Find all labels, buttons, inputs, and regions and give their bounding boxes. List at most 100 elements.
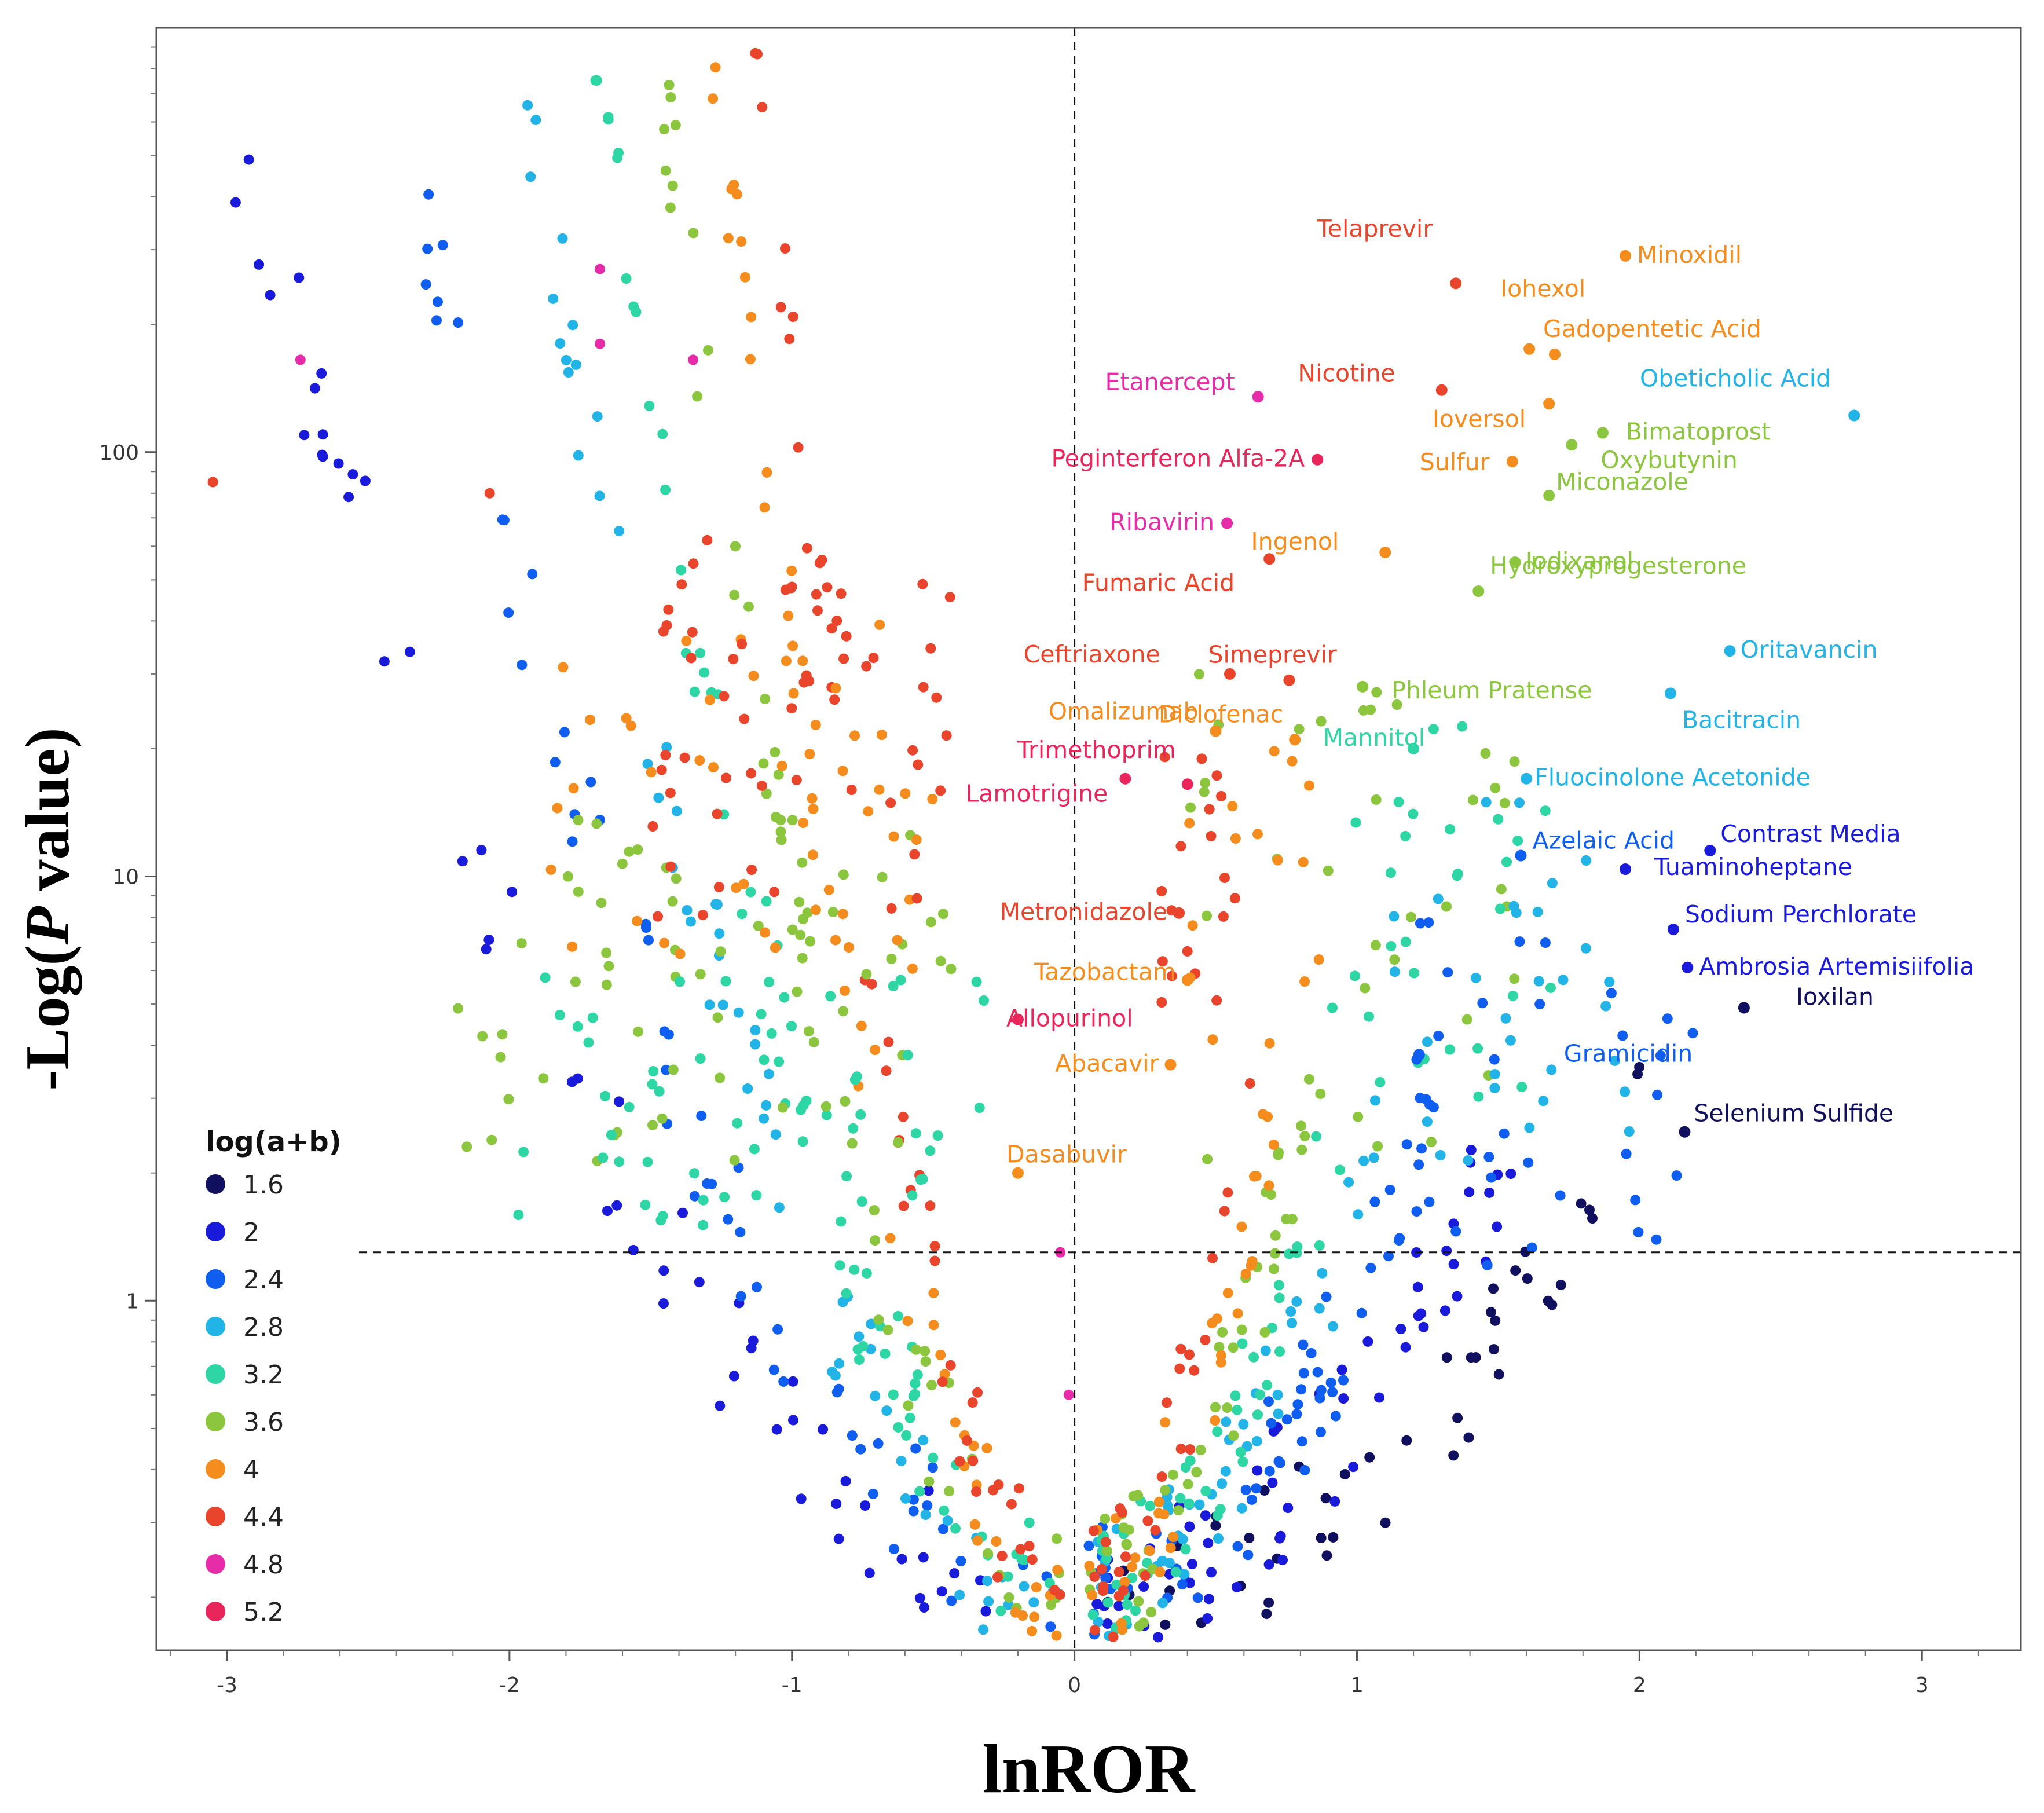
- data-point: [1263, 1597, 1274, 1608]
- data-point: [1277, 1555, 1288, 1566]
- data-point: [858, 1341, 869, 1351]
- data-point: [1140, 1570, 1151, 1581]
- data-point: [1580, 943, 1591, 954]
- point-label: Abacavir: [1055, 1050, 1159, 1078]
- data-point: [598, 1152, 609, 1163]
- data-point: [904, 1412, 915, 1423]
- x-tick-label: 2: [1633, 1673, 1646, 1697]
- data-point: [1296, 1436, 1307, 1447]
- data-point: [676, 579, 687, 590]
- data-point: [761, 788, 772, 799]
- data-point: [1214, 1342, 1225, 1353]
- data-point: [1204, 804, 1215, 815]
- data-point: [1604, 976, 1615, 987]
- data-point: [682, 905, 693, 915]
- data-point: [793, 442, 804, 453]
- data-point: [1364, 1011, 1374, 1022]
- data-point: [1496, 884, 1507, 895]
- legend-swatch: [206, 1459, 225, 1479]
- data-point: [834, 1358, 845, 1369]
- data-point: [559, 727, 570, 738]
- data-point: [1296, 1120, 1306, 1131]
- data-point: [945, 1360, 956, 1371]
- data-point: [880, 1348, 891, 1359]
- data-point: [968, 1455, 979, 1466]
- data-point: [1400, 830, 1411, 841]
- data-point: [592, 411, 603, 422]
- labeled-point: [1543, 489, 1555, 501]
- data-point: [1222, 1402, 1233, 1413]
- data-point: [1452, 869, 1463, 879]
- data-point: [931, 692, 942, 703]
- data-point: [1273, 1280, 1284, 1291]
- data-point: [1662, 1013, 1673, 1024]
- data-point: [243, 154, 254, 165]
- data-point: [831, 616, 842, 627]
- data-point: [552, 803, 563, 814]
- data-point: [913, 759, 924, 770]
- data-point: [1327, 1002, 1338, 1013]
- data-point: [1262, 1380, 1273, 1391]
- legend-label: 1.6: [243, 1170, 284, 1200]
- data-point: [907, 1190, 918, 1201]
- data-point: [1213, 1533, 1224, 1544]
- data-point: [1045, 1621, 1056, 1632]
- data-point: [1422, 1036, 1433, 1047]
- data-point: [1422, 1116, 1433, 1127]
- data-point: [477, 1031, 488, 1042]
- data-point: [1441, 901, 1452, 912]
- data-point: [924, 1476, 935, 1487]
- data-point: [614, 1096, 625, 1107]
- data-point: [538, 1073, 549, 1084]
- data-point: [545, 864, 556, 875]
- data-point: [670, 120, 681, 131]
- labeled-point: [1620, 863, 1631, 875]
- data-point: [1187, 920, 1198, 931]
- data-point: [896, 1456, 907, 1467]
- data-point: [1467, 794, 1478, 805]
- data-point: [1303, 780, 1314, 791]
- data-point: [1210, 1415, 1221, 1426]
- point-label: Simeprevir: [1208, 641, 1336, 669]
- data-point: [818, 1424, 829, 1435]
- data-point: [1416, 1308, 1427, 1319]
- point-label: Tazobactam: [1034, 958, 1176, 986]
- data-point: [1138, 1581, 1149, 1592]
- labeled-point: [1379, 547, 1391, 559]
- legend-swatch: [206, 1222, 225, 1241]
- data-point: [1024, 1517, 1035, 1528]
- data-point: [379, 656, 390, 667]
- data-point: [568, 783, 579, 794]
- data-point: [787, 1376, 798, 1387]
- data-point: [1138, 1617, 1149, 1628]
- data-point: [1144, 1545, 1155, 1556]
- data-point: [1444, 1044, 1455, 1055]
- point-label: Fumaric Acid: [1082, 569, 1235, 596]
- data-point: [775, 302, 786, 313]
- data-point: [1369, 1196, 1380, 1207]
- data-point: [705, 694, 715, 705]
- data-point: [606, 1130, 617, 1140]
- data-point: [827, 907, 838, 918]
- data-point: [1127, 1561, 1138, 1572]
- data-point: [876, 730, 887, 740]
- data-point: [457, 856, 468, 867]
- data-point: [590, 75, 601, 86]
- data-point: [822, 582, 833, 593]
- data-point: [633, 1026, 644, 1037]
- legend-swatch: [206, 1554, 225, 1574]
- data-point: [1409, 968, 1420, 979]
- data-point: [1100, 1513, 1111, 1524]
- data-point: [404, 646, 415, 657]
- data-point: [603, 114, 614, 125]
- data-point: [675, 976, 685, 987]
- data-point: [1274, 1346, 1285, 1357]
- data-point: [882, 1324, 893, 1335]
- legend-label: 2.4: [243, 1265, 284, 1295]
- data-point: [1514, 936, 1525, 947]
- data-point: [1358, 1155, 1369, 1166]
- point-label: Hydroxyprogesterone: [1490, 552, 1746, 580]
- data-point: [513, 1210, 524, 1220]
- data-point: [1259, 1485, 1270, 1496]
- data-point: [1470, 972, 1481, 983]
